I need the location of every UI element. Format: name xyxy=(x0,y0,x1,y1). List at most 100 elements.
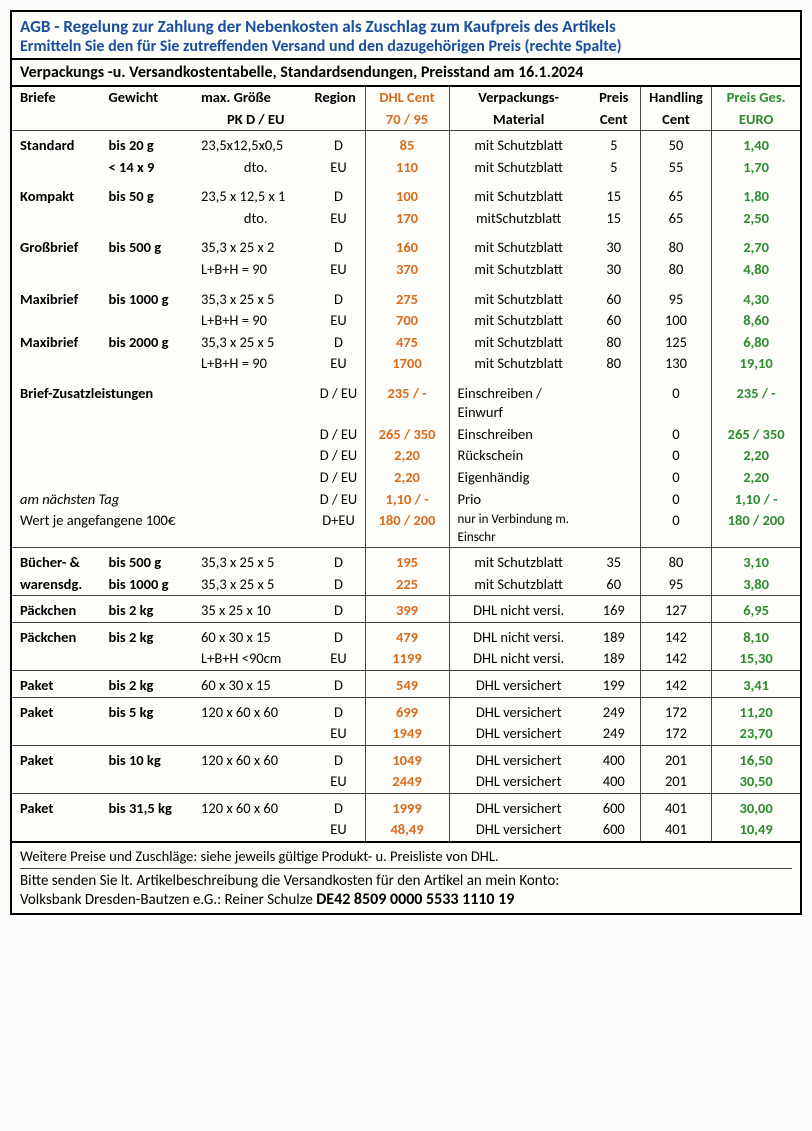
cell xyxy=(588,383,641,424)
cell: 127 xyxy=(640,600,711,622)
cell xyxy=(199,445,312,467)
cell: EU xyxy=(312,723,365,745)
cell: bis 2000 g xyxy=(107,332,199,354)
cell: 85 xyxy=(365,135,449,157)
cell: 55 xyxy=(640,157,711,179)
cell: 201 xyxy=(640,771,711,793)
cell: bis 50 g xyxy=(107,186,199,208)
cell: 15 xyxy=(588,208,641,230)
cell: 2,20 xyxy=(712,467,800,489)
col-gewicht: Gewicht xyxy=(107,87,199,109)
cell xyxy=(107,310,199,332)
cell: 172 xyxy=(640,702,711,724)
cell: 35,3 x 25 x 5 xyxy=(199,332,312,354)
cell xyxy=(12,445,107,467)
cell xyxy=(12,157,107,179)
cell: Päckchen xyxy=(12,627,107,649)
cell: Paket xyxy=(12,675,107,697)
table-row: D / EU2,20Eigenhändig02,20 xyxy=(12,467,800,489)
cell: bis 31,5 kg xyxy=(107,798,199,820)
cell: 201 xyxy=(640,750,711,772)
table-row: dto.EU170mitSchutzblatt15652,50 xyxy=(12,208,800,230)
cell xyxy=(107,208,199,230)
cell: 80 xyxy=(588,353,641,375)
table-row: L+B+H = 90EU1700mit Schutzblatt8013019,1… xyxy=(12,353,800,375)
table-row: EU1949DHL versichert24917223,70 xyxy=(12,723,800,745)
cell: 189 xyxy=(588,648,641,670)
cell xyxy=(199,424,312,446)
cell: bis 10 kg xyxy=(107,750,199,772)
table-row: Wert je angefangene 100€D+EU180 / 200nur… xyxy=(12,510,800,548)
cell: 80 xyxy=(640,552,711,574)
cell: bis 2 kg xyxy=(107,627,199,649)
cell: DHL nicht versi. xyxy=(449,627,588,649)
cell: EU xyxy=(312,819,365,841)
cell xyxy=(12,310,107,332)
cell: 23,70 xyxy=(712,723,800,745)
cell: 15,30 xyxy=(712,648,800,670)
cell: DHL versichert xyxy=(449,819,588,841)
cell: 249 xyxy=(588,702,641,724)
cell: 600 xyxy=(588,819,641,841)
cell: DHL versichert xyxy=(449,675,588,697)
cell: Eigenhändig xyxy=(449,467,588,489)
col-tot1: Preis Ges. xyxy=(712,87,800,109)
document-footer: Weitere Preise und Zuschläge: siehe jewe… xyxy=(12,841,800,913)
cell: mit Schutzblatt xyxy=(449,574,588,596)
cell: 35,3 x 25 x 5 xyxy=(199,574,312,596)
cell: 225 xyxy=(365,574,449,596)
cell: mit Schutzblatt xyxy=(449,289,588,311)
table-row: Paketbis 2 kg60 x 30 x 15D549DHL versich… xyxy=(12,675,800,697)
cell: D xyxy=(312,186,365,208)
cell: dto. xyxy=(199,208,312,230)
cell xyxy=(12,648,107,670)
col-hand1: Handling xyxy=(640,87,711,109)
table-row: L+B+H <90cmEU1199DHL nicht versi.1891421… xyxy=(12,648,800,670)
footer-line1: Bitte senden Sie lt. Artikelbeschreibung… xyxy=(20,872,792,890)
cell: 3,10 xyxy=(712,552,800,574)
table-head: Briefe Gewicht max. Größe Region DHL Cen… xyxy=(12,87,800,131)
cell xyxy=(199,467,312,489)
table-row: Paketbis 5 kg120 x 60 x 60D699DHL versic… xyxy=(12,702,800,724)
cell: D / EU xyxy=(312,489,365,511)
pricing-table: Briefe Gewicht max. Größe Region DHL Cen… xyxy=(12,87,800,841)
cell: 1949 xyxy=(365,723,449,745)
cell: 30,50 xyxy=(712,771,800,793)
cell xyxy=(107,467,199,489)
cell: 699 xyxy=(365,702,449,724)
cell: D xyxy=(312,627,365,649)
cell xyxy=(588,489,641,511)
table-row: < 14 x 9dto.EU110mit Schutzblatt5551,70 xyxy=(12,157,800,179)
cell: 265 / 350 xyxy=(365,424,449,446)
cell: am nächsten Tag xyxy=(12,489,312,511)
cell: 142 xyxy=(640,627,711,649)
col-preis2: Cent xyxy=(588,109,641,131)
table-row: Bücher- &bis 500 g35,3 x 25 x 5D195mit S… xyxy=(12,552,800,574)
cell: 95 xyxy=(640,574,711,596)
main-title: AGB - Regelung zur Zahlung der Nebenkost… xyxy=(20,16,792,37)
cell: D xyxy=(312,289,365,311)
cell: 125 xyxy=(640,332,711,354)
cell: 275 xyxy=(365,289,449,311)
cell: 15 xyxy=(588,186,641,208)
table-row: Maxibriefbis 1000 g35,3 x 25 x 5D275mit … xyxy=(12,289,800,311)
cell: 400 xyxy=(588,750,641,772)
cell xyxy=(107,353,199,375)
cell: 1,70 xyxy=(712,157,800,179)
col-preis1: Preis xyxy=(588,87,641,109)
cell: L+B+H = 90 xyxy=(199,259,312,281)
cell: 23,5 x 12,5 x 1 xyxy=(199,186,312,208)
cell: DHL versichert xyxy=(449,723,588,745)
cell: bis 20 g xyxy=(107,135,199,157)
table-row: Paketbis 31,5 kg120 x 60 x 60D1999DHL ve… xyxy=(12,798,800,820)
cell: mit Schutzblatt xyxy=(449,186,588,208)
cell: Maxibrief xyxy=(12,332,107,354)
cell: Rückschein xyxy=(449,445,588,467)
cell: 120 x 60 x 60 xyxy=(199,750,312,772)
cell: 265 / 350 xyxy=(712,424,800,446)
cell: D+EU xyxy=(312,510,365,548)
cell xyxy=(199,771,312,793)
table-row: Großbriefbis 500 g35,3 x 25 x 2D160mit S… xyxy=(12,237,800,259)
cell: DHL versichert xyxy=(449,702,588,724)
cell: 2,20 xyxy=(712,445,800,467)
